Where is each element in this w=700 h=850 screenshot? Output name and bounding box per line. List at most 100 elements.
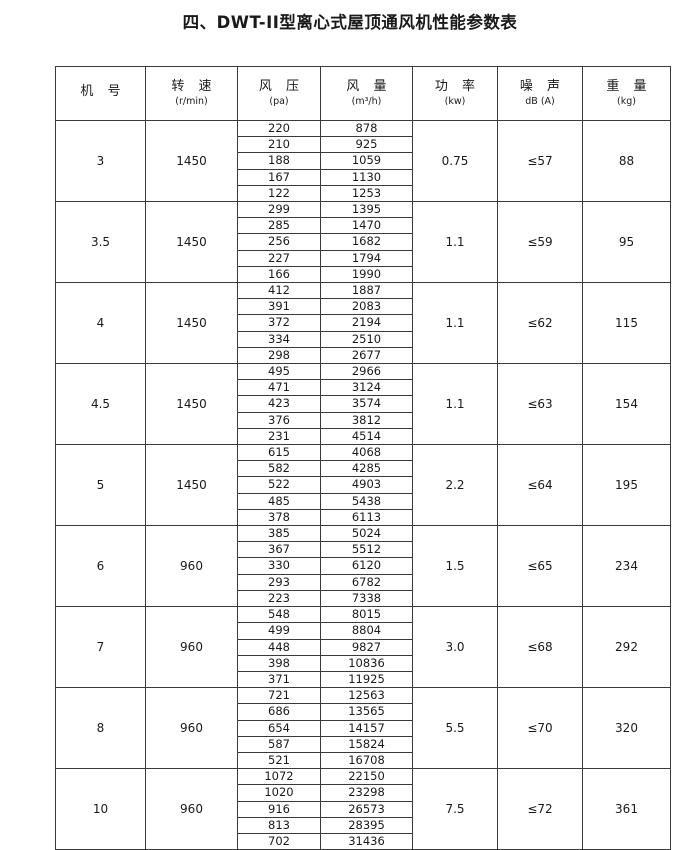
cell-flow: 5438 xyxy=(320,492,413,510)
cell-model: 7 xyxy=(55,606,146,689)
cell-flow: 13565 xyxy=(320,703,413,721)
cell-speed: 960 xyxy=(145,606,238,689)
cell-pressure: 188 xyxy=(237,152,321,170)
cell-flow: 4068 xyxy=(320,444,413,462)
cell-flow: 2677 xyxy=(320,346,413,365)
header-main-weight: 重 量 xyxy=(606,78,652,94)
cell-pressure: 499 xyxy=(237,622,321,640)
cell-pressure: 548 xyxy=(237,606,321,624)
cell-weight: 115 xyxy=(582,282,671,365)
cell-flow: 31436 xyxy=(320,832,413,850)
cell-flow: 14157 xyxy=(320,719,413,737)
header-main-noise: 噪 声 xyxy=(519,78,566,94)
cell-flow: 11925 xyxy=(320,670,413,689)
cell-flow: 1887 xyxy=(320,282,413,300)
table-row: 330 6120 xyxy=(56,557,671,575)
cell-pressure: 334 xyxy=(237,330,321,348)
cell-model: 5 xyxy=(55,444,146,527)
header-cell-pressure: 风 压 (pa) xyxy=(237,66,321,121)
cell-flow: 2194 xyxy=(320,314,413,332)
cell-flow: 1794 xyxy=(320,249,413,267)
table-row: 3.5 1450 299 1395 1.1 ≤59 95 xyxy=(55,201,671,284)
page-title: 四、DWT-II型离心式屋顶通风机性能参数表 xyxy=(182,13,518,32)
cell-pressure: 391 xyxy=(237,298,321,316)
table-row: 372 2194 xyxy=(56,314,671,332)
cell-flow: 26573 xyxy=(320,800,413,818)
cell-flow: 5024 xyxy=(320,525,413,543)
table-header: 机 号 转 速 (r/min) 风 压 (pa) 风 量 (m³/h) 功 率 xyxy=(55,66,671,121)
cell-pressure: 371 xyxy=(237,670,321,689)
cell-weight: 292 xyxy=(582,606,671,689)
performance-table: 机 号 转 速 (r/min) 风 压 (pa) 风 量 (m³/h) 功 率 xyxy=(55,66,671,850)
cell-flow: 8015 xyxy=(320,606,413,624)
cell-pressure: 485 xyxy=(237,492,321,510)
cell-flow: 5512 xyxy=(320,541,413,559)
cell-pressure: 122 xyxy=(237,184,321,203)
header-cell-noise: 噪 声 dB (A) xyxy=(497,66,583,121)
table-row: 4 1450 412 1887 1.1 ≤62 115 xyxy=(55,282,671,365)
table-row: 378 6113 xyxy=(56,508,671,527)
cell-model: 10 xyxy=(55,768,146,850)
header-sub-weight: (kg) xyxy=(617,95,636,107)
table-row: 8 960 721 12563 5.5 ≤70 320 xyxy=(55,687,671,770)
cell-noise: ≤68 xyxy=(497,606,583,689)
cell-flow: 28395 xyxy=(320,816,413,834)
cell-flow: 1470 xyxy=(320,217,413,235)
table-row: 4.5 1450 495 2966 1.1 ≤63 154 xyxy=(55,363,671,446)
table-row: 227 1794 xyxy=(56,249,671,267)
cell-flow: 1395 xyxy=(320,201,413,219)
cell-flow: 22150 xyxy=(320,768,413,786)
table-row: 1020 23298 xyxy=(56,784,671,802)
table-row: 6 960 385 5024 1.5 ≤65 234 xyxy=(55,525,671,608)
table-row: 522 4903 xyxy=(56,476,671,494)
cell-pressure: 471 xyxy=(237,379,321,397)
cell-flow: 3574 xyxy=(320,395,413,413)
cell-pressure: 385 xyxy=(237,525,321,543)
table-row: 371 11925 xyxy=(56,670,671,689)
cell-flow: 2966 xyxy=(320,363,413,381)
cell-pressure: 412 xyxy=(237,282,321,300)
cell-speed: 1450 xyxy=(145,201,238,284)
cell-pressure: 285 xyxy=(237,217,321,235)
table-row: 10 960 1072 22150 7.5 ≤72 361 xyxy=(55,768,671,850)
cell-flow: 4514 xyxy=(320,427,413,446)
cell-pressure: 423 xyxy=(237,395,321,413)
cell-weight: 95 xyxy=(582,201,671,284)
cell-flow: 3812 xyxy=(320,411,413,429)
header-main-speed: 转 速 xyxy=(171,78,217,94)
header-main-pressure: 风 压 xyxy=(258,78,305,94)
table-row: 223 7338 xyxy=(56,589,671,608)
cell-pressure: 367 xyxy=(237,541,321,559)
cell-flow: 2083 xyxy=(320,298,413,316)
cell-noise: ≤62 xyxy=(497,282,583,365)
header-cell-speed: 转 速 (r/min) xyxy=(145,66,238,121)
cell-flow: 1253 xyxy=(320,184,413,203)
cell-pressure: 654 xyxy=(237,719,321,737)
cell-power: 2.2 xyxy=(412,444,498,527)
cell-noise: ≤63 xyxy=(497,363,583,446)
cell-weight: 320 xyxy=(582,687,671,770)
cell-pressure: 166 xyxy=(237,265,321,284)
cell-pressure: 522 xyxy=(237,476,321,494)
cell-flow: 7338 xyxy=(320,589,413,608)
header-cell-model: 机 号 xyxy=(55,66,146,121)
cell-pressure: 227 xyxy=(237,249,321,267)
cell-pressure: 220 xyxy=(237,119,321,138)
cell-model: 8 xyxy=(55,687,146,770)
cell-pressure: 615 xyxy=(237,444,321,462)
cell-pressure: 167 xyxy=(237,168,321,186)
header-cell-flow: 风 量 (m³/h) xyxy=(320,66,413,121)
table-row: 298 2677 xyxy=(56,346,671,365)
cell-flow: 878 xyxy=(320,119,413,138)
cell-speed: 960 xyxy=(145,687,238,770)
cell-pressure: 721 xyxy=(237,687,321,705)
table-row: 167 1130 xyxy=(56,168,671,186)
cell-flow: 925 xyxy=(320,136,413,154)
cell-flow: 16708 xyxy=(320,751,413,770)
cell-pressure: 582 xyxy=(237,460,321,478)
cell-speed: 960 xyxy=(145,768,238,850)
table-row: 499 8804 xyxy=(56,622,671,640)
cell-power: 0.75 xyxy=(412,119,498,203)
cell-model: 3 xyxy=(55,119,146,203)
header-main-power: 功 率 xyxy=(434,78,481,94)
